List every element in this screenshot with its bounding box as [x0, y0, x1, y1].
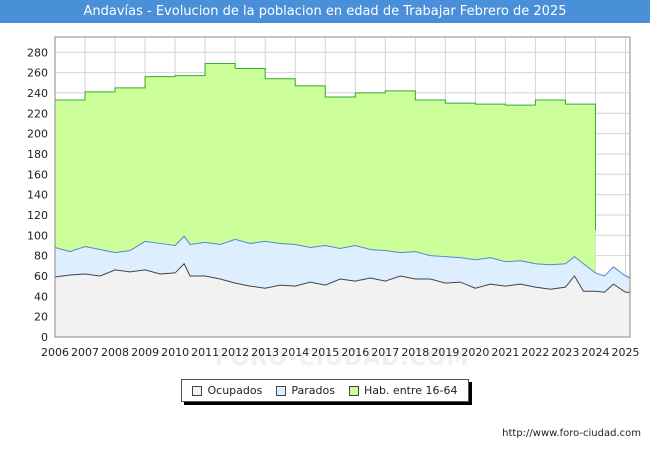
- y-tick-label: 220: [27, 107, 48, 120]
- legend-swatch-ocupados: [192, 385, 203, 396]
- x-tick-label: 2023: [551, 346, 579, 359]
- axis-layer: 0 20 40 60 80 100 120 140 160 180 200 220 240 260 280 2…: [27, 36, 639, 359]
- x-tick-label: 2018: [401, 346, 429, 359]
- legend-swatch-parados: [276, 385, 287, 396]
- y-tick-label: 240: [27, 87, 48, 100]
- x-tick-label: 2025: [611, 346, 639, 359]
- line-parados: [54, 235, 631, 279]
- legend-label-parados: Parados: [291, 384, 335, 397]
- x-tick-label: 2021: [491, 346, 519, 359]
- x-tick-label: 2016: [341, 346, 369, 359]
- x-tick-label: 2009: [131, 346, 159, 359]
- x-tick-label: 2020: [461, 346, 489, 359]
- line-habitantes: [55, 62, 596, 231]
- y-tick-label: 200: [27, 128, 48, 141]
- y-tick-label: 140: [27, 189, 48, 202]
- area-layer: [54, 62, 631, 338]
- legend-item-habitantes: Hab. entre 16-64: [348, 384, 458, 397]
- x-tick-label: 2014: [281, 346, 309, 359]
- x-tick-label: 2008: [101, 346, 129, 359]
- y-tick-label: 120: [27, 209, 48, 222]
- legend-item-parados: Parados: [276, 384, 335, 397]
- legend-label-habitantes: Hab. entre 16-64: [363, 384, 458, 397]
- x-tick-label: 2019: [431, 346, 459, 359]
- chart-title: Andavías - Evolucion de la poblacion en …: [0, 0, 650, 23]
- x-tick-label: 2024: [581, 346, 609, 359]
- source-link[interactable]: http://www.foro-ciudad.com: [502, 428, 641, 439]
- x-tick-label: 2017: [371, 346, 399, 359]
- y-tick-label: 80: [34, 250, 48, 263]
- y-tick-label: 160: [27, 168, 48, 181]
- y-tick-label: 280: [27, 46, 48, 59]
- legend-item-ocupados: Ocupados: [192, 384, 262, 397]
- y-tick-label: 60: [34, 270, 48, 283]
- x-tick-label: 2011: [191, 346, 219, 359]
- x-tick-label: 2012: [221, 346, 249, 359]
- y-tick-label: 180: [27, 148, 48, 161]
- x-tick-label: 2013: [251, 346, 279, 359]
- x-tick-label: 2007: [71, 346, 99, 359]
- plot-border: [54, 36, 631, 338]
- area-ocupados: [55, 263, 630, 337]
- y-tick-label: 20: [34, 311, 48, 324]
- x-tick-label: 2010: [161, 346, 189, 359]
- legend-swatch-habitantes: [348, 385, 359, 396]
- x-tick-label: 2006: [41, 346, 69, 359]
- legend: Ocupados Parados Hab. entre 16-64: [181, 379, 469, 402]
- x-tick-label: 2015: [311, 346, 339, 359]
- legend-label-ocupados: Ocupados: [207, 384, 263, 397]
- y-tick-label: 260: [27, 67, 48, 80]
- x-tick-label: 2022: [521, 346, 549, 359]
- y-tick-label: 0: [41, 331, 48, 344]
- line-ocupados: [54, 262, 630, 293]
- watermark: FORO-CIUDAD.COM: [215, 346, 470, 371]
- y-tick-label: 40: [34, 290, 48, 303]
- y-tick-label: 100: [27, 229, 48, 242]
